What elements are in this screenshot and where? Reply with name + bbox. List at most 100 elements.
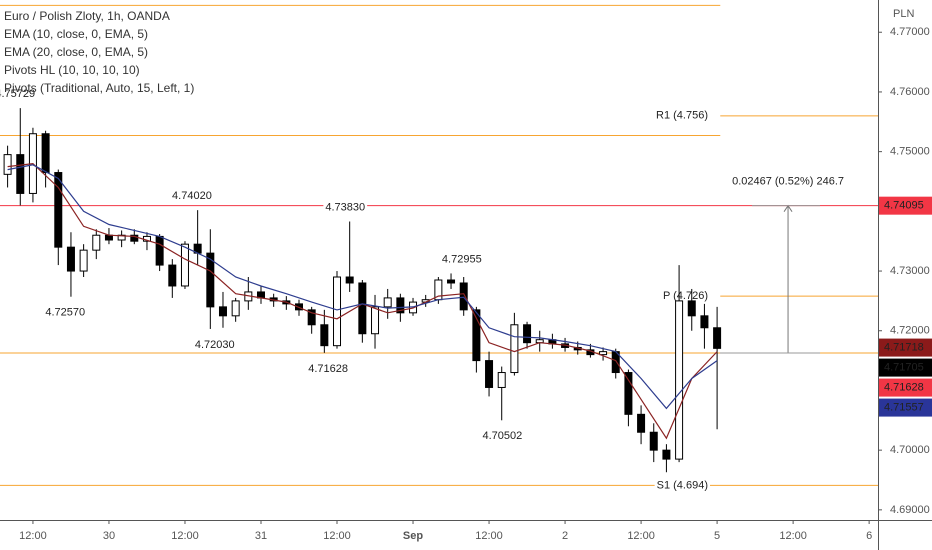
pivot-label-bg [0, 88, 38, 101]
axis-unit: PLN [893, 8, 914, 20]
measure-label: 0.02467 (0.52%) 246.7 [732, 176, 844, 188]
candle-body [485, 360, 494, 388]
level-label: S1 (4.694) [657, 479, 708, 491]
legend-title: Euro / Polish Zloty, 1h, OANDA [4, 9, 170, 23]
level-label-bg [654, 479, 710, 492]
candle-body [637, 413, 646, 433]
candle-body [180, 243, 189, 287]
candle-body [92, 234, 101, 251]
pivot-label-bg [439, 253, 484, 266]
x-tick-label: 6 [866, 530, 872, 542]
price-label: 4.71557 [884, 401, 924, 413]
candle-body [599, 351, 608, 356]
pivot-label: 4.72955 [442, 254, 482, 266]
pivot-label: 4.71628 [308, 363, 348, 375]
candle-body [662, 449, 671, 460]
y-tick-label: 4.69000 [890, 504, 930, 516]
x-tick-label: 12:00 [627, 530, 655, 542]
candle-body [155, 235, 164, 266]
candle-body [333, 276, 342, 347]
candle-body [510, 324, 519, 374]
legend-entry: EMA (10, close, 0, EMA, 5) [4, 27, 148, 41]
candle-body [218, 306, 227, 317]
candle-body [371, 306, 380, 335]
candle-body [459, 282, 468, 311]
pivot-label: 4.72030 [195, 339, 235, 351]
candle-body [3, 154, 12, 175]
y-tick-label: 4.73000 [890, 265, 930, 277]
candle-body [624, 372, 633, 415]
price-label-bg [879, 378, 932, 397]
candle-body [523, 324, 532, 344]
pivot-label-bg [306, 362, 351, 375]
candle-body [320, 324, 329, 347]
pivot-label-bg [192, 338, 237, 351]
candle-body [130, 234, 139, 242]
pivot-label-bg [323, 201, 368, 214]
x-tick-label: 2 [562, 530, 568, 542]
y-tick-label: 4.72000 [890, 325, 930, 337]
pivot-label: 4.72570 [45, 307, 85, 319]
y-tick-label: 4.76000 [890, 86, 930, 98]
candle-body [54, 172, 63, 248]
x-tick-label: 31 [255, 530, 267, 542]
candle-body [41, 133, 50, 174]
x-tick-label: 12:00 [475, 530, 503, 542]
candle-body [383, 297, 392, 308]
pivot-label: 4.75729 [0, 88, 35, 100]
price-label-bg [879, 398, 932, 417]
legend-entry: Pivots HL (10, 10, 10, 10) [4, 63, 140, 77]
y-tick-label: 4.77000 [890, 26, 930, 38]
candle-body [231, 300, 240, 317]
candle-body [79, 249, 88, 272]
candle-body [358, 282, 367, 335]
level-label-bg [654, 109, 710, 122]
level-label: R1 (4.756) [656, 110, 708, 122]
x-tick-label: 12:00 [19, 530, 47, 542]
pivot-label: 4.73830 [325, 201, 365, 213]
candle-body [345, 276, 354, 284]
x-tick-label: Sep [403, 530, 423, 542]
pivot-label-bg [43, 306, 88, 319]
ema-line [7, 164, 718, 410]
candle-body [700, 315, 709, 329]
candle-body [649, 431, 658, 451]
price-label-bg [879, 338, 932, 357]
plot-area: R1 (4.756) P (4.726) S1 (4.694) 4.75729 4.72… [0, 4, 878, 492]
pivot-label: 4.70502 [482, 430, 522, 442]
candle-body [472, 309, 481, 362]
candle-body [16, 154, 25, 194]
price-label: 4.71628 [884, 381, 924, 393]
y-tick-label: 4.70000 [890, 444, 930, 456]
x-tick-label: 12:00 [779, 530, 807, 542]
x-tick-label: 12:00 [171, 530, 199, 542]
price-label: 4.71718 [884, 341, 924, 353]
pivot-label: 4.74020 [172, 190, 212, 202]
price-label: 4.71705 [884, 361, 924, 373]
candle-body [675, 300, 684, 460]
candle-body [66, 246, 75, 272]
price-label-bg [879, 196, 932, 215]
candle-body [396, 297, 405, 314]
level-label: P (4.726) [663, 290, 708, 302]
x-tick-label: 30 [103, 530, 115, 542]
candle-body [307, 309, 316, 326]
candle-body [168, 264, 177, 287]
legend-entry: EMA (20, close, 0, EMA, 5) [4, 45, 148, 59]
pivot-label-bg [170, 190, 214, 203]
y-tick-label: 4.75000 [890, 146, 930, 158]
x-tick-label: 5 [714, 530, 720, 542]
level-label-bg [660, 290, 710, 303]
candle-body [687, 300, 696, 317]
pivot-label-bg [480, 430, 525, 443]
legend-entry: Pivots (Traditional, Auto, 15, Left, 1) [4, 81, 194, 95]
candle-body [206, 252, 215, 308]
candle-body [104, 234, 113, 241]
candle-body [497, 372, 506, 388]
x-tick-label: 12:00 [323, 530, 351, 542]
price-label: 4.74095 [884, 200, 924, 212]
legend: Euro / Polish Zloty, 1h, OANDA EMA (10, … [4, 9, 194, 95]
